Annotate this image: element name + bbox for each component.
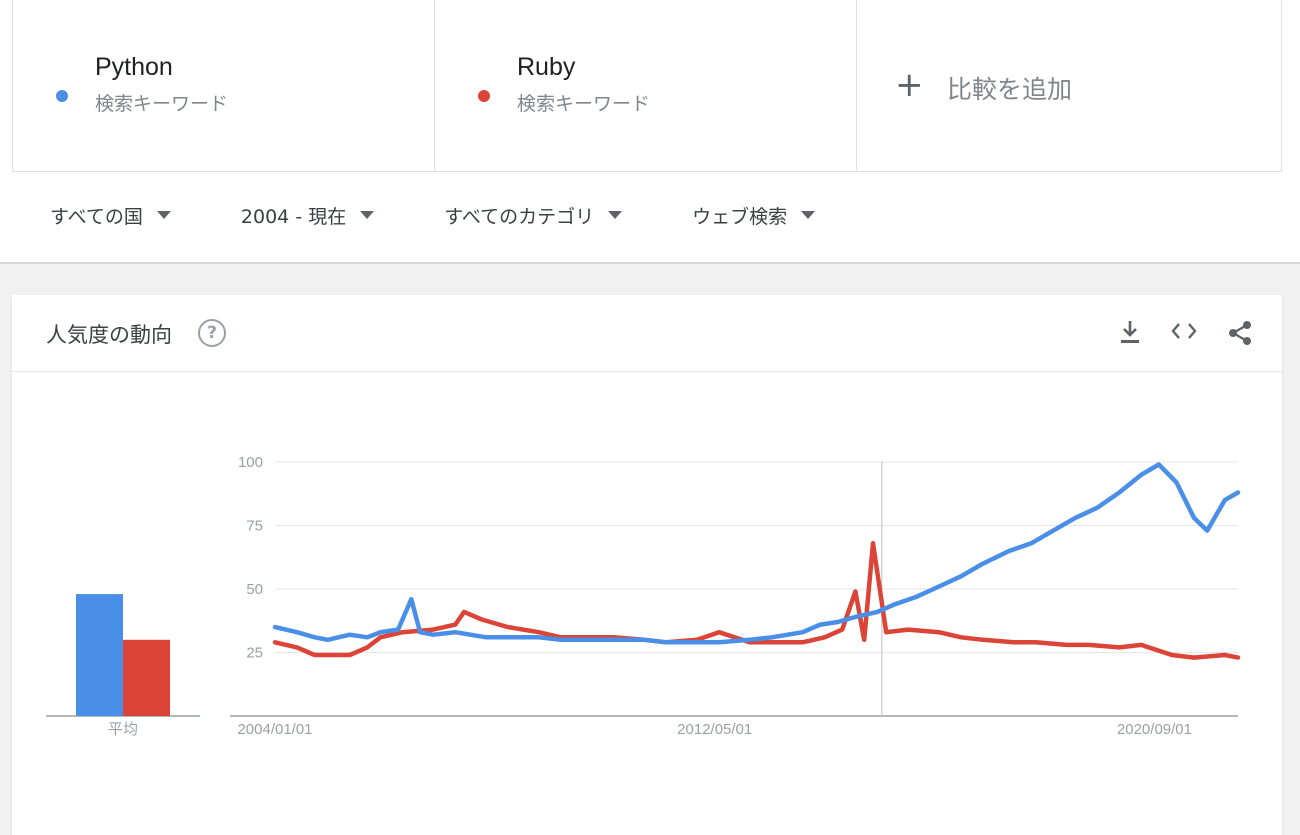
panel-title: 人気度の動向 (46, 323, 172, 347)
term-type-ruby: 検索キーワード (517, 93, 651, 115)
filter-category-dropdown[interactable]: すべてのカテゴリ (444, 200, 623, 230)
share-icon[interactable] (1226, 319, 1254, 347)
caret-down-icon (156, 211, 171, 219)
filter-country-label: すべての国 (50, 205, 143, 228)
add-compare-label: 比較を追加 (947, 75, 1073, 104)
caret-down-icon (801, 211, 816, 219)
y-tick-label: 100 (238, 454, 263, 471)
caret-down-icon (608, 211, 623, 219)
filter-period-dropdown[interactable]: 2004 - 現在 (240, 200, 375, 230)
filter-bar: すべての国 2004 - 現在 すべてのカテゴリ ウェブ検索 (50, 200, 885, 230)
filter-category-label: すべてのカテゴリ (444, 205, 595, 228)
plus-icon: + (895, 65, 924, 105)
term-name-python: Python (95, 53, 173, 81)
ruby-color-dot (478, 90, 490, 102)
series-line-python (272, 462, 1241, 645)
embed-code-icon[interactable] (1170, 319, 1198, 347)
filter-country-dropdown[interactable]: すべての国 (50, 200, 171, 230)
x-tick-label: 2012/05/01 (677, 721, 752, 738)
series-line-ruby (272, 541, 1241, 660)
term-name-ruby: Ruby (517, 53, 576, 81)
download-icon[interactable] (1116, 319, 1144, 347)
trend-chart: 100 75 50 25 2004/01/01 2012/05/01 2020/09/01 平… (46, 454, 1241, 738)
interest-over-time-panel: 人気度の動向 ? (12, 295, 1282, 835)
caret-down-icon (360, 211, 375, 219)
filter-search-type-dropdown[interactable]: ウェブ検索 (692, 200, 816, 230)
filter-search-type-label: ウェブ検索 (692, 205, 788, 228)
panel-header: 人気度の動向 ? (12, 295, 1282, 372)
avg-bar-python (76, 594, 123, 716)
avg-bar-ruby (123, 639, 170, 716)
term-type-python: 検索キーワード (95, 93, 229, 115)
filter-period-label: 2004 - 現在 (240, 205, 347, 228)
x-tick-label: 2020/09/01 (1117, 721, 1192, 738)
avg-label: 平均 (108, 721, 138, 738)
y-tick-label: 75 (246, 518, 263, 535)
term-card-ruby[interactable]: Ruby 検索キーワード (435, 0, 857, 171)
add-compare-button[interactable]: + 比較を追加 (857, 0, 1279, 171)
x-tick-label: 2004/01/01 (237, 721, 312, 738)
y-tick-label: 25 (246, 645, 263, 662)
term-card-python[interactable]: Python 検索キーワード (13, 0, 435, 171)
header-band: Python 検索キーワード Ruby 検索キーワード + 比較を追加 すべての… (0, 0, 1300, 264)
search-terms-row: Python 検索キーワード Ruby 検索キーワード + 比較を追加 (12, 0, 1282, 172)
python-color-dot (56, 90, 68, 102)
help-icon[interactable]: ? (198, 319, 226, 347)
y-tick-label: 50 (246, 581, 263, 598)
